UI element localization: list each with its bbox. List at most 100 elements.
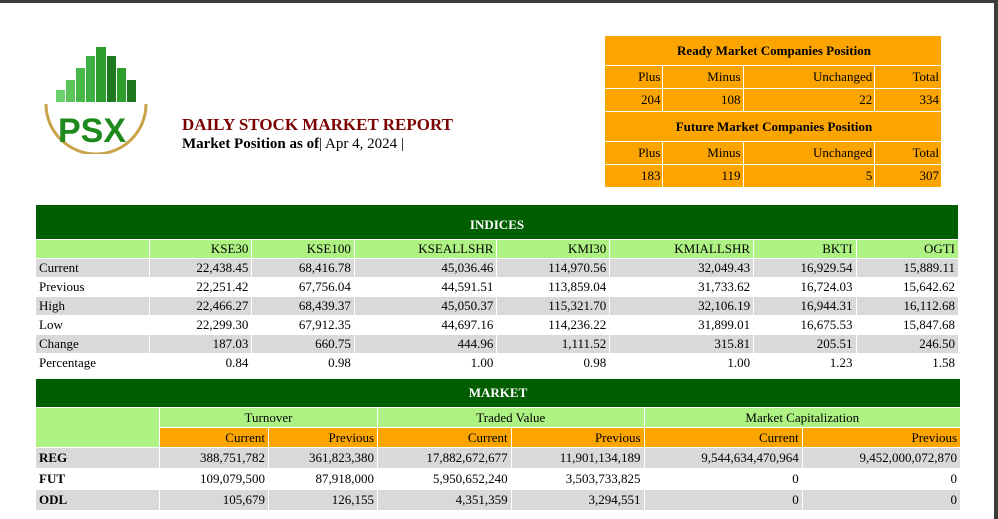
table-cell: 1.00 — [609, 353, 755, 373]
table-cell: 115,321.70 — [496, 296, 611, 316]
table-cell: 187.03 — [148, 334, 253, 354]
indices-header-row: KSE30 KSE100 KSEALLSHR KMI30 KMIALLSHR BKTI OG… — [35, 239, 960, 259]
ready-market-title: Ready Market Companies Position — [604, 35, 942, 66]
index-column-header: KSE100 — [251, 239, 355, 259]
table-cell: 9,544,634,470,964 — [643, 447, 803, 469]
header-cell: Plus — [603, 65, 664, 89]
table-cell: 44,697.16 — [353, 315, 498, 335]
table-cell: 246.50 — [855, 334, 960, 354]
value-cell: 334 — [874, 88, 942, 112]
table-cell: 16,944.31 — [753, 296, 857, 316]
group-traded-value: Traded Value — [377, 407, 645, 428]
table-cell: 1.23 — [753, 353, 857, 373]
table-cell: 3,294,551 — [510, 489, 645, 511]
table-cell: 126,155 — [268, 489, 378, 511]
subheader-cell: Current — [159, 427, 269, 448]
companies-position-table: Ready Market Companies Position Plus Min… — [603, 35, 942, 188]
table-cell: 4,351,359 — [377, 489, 512, 511]
table-cell: 0 — [643, 468, 803, 490]
table-cell: 67,756.04 — [251, 277, 355, 297]
psx-logo: PSX — [44, 47, 148, 154]
table-cell: 5,950,652,240 — [377, 468, 512, 490]
table-cell: 1.58 — [855, 353, 960, 373]
report-title: DAILY STOCK MARKET REPORT — [182, 115, 453, 134]
table-cell: 16,112.68 — [855, 296, 960, 316]
row-label: Low — [35, 315, 150, 335]
table-cell: 0 — [801, 468, 962, 490]
table-cell: 660.75 — [251, 334, 355, 354]
table-cell: 32,049.43 — [609, 258, 755, 278]
future-market-values: 183 119 5 307 — [603, 164, 942, 188]
row-label: Change — [35, 334, 150, 354]
table-cell: 68,439.37 — [251, 296, 355, 316]
index-column-header: BKTI — [753, 239, 857, 259]
table-cell: 67,912.35 — [251, 315, 355, 335]
table-cell: 45,050.37 — [353, 296, 498, 316]
table-row: REG 388,751,782 361,823,380 17,882,672,677 1… — [35, 447, 962, 469]
subheader-cell: Previous — [268, 427, 378, 448]
table-row: Change 187.03 660.75 444.96 1,111.52 315.81 20… — [35, 334, 960, 354]
table-cell: 109,079,500 — [159, 468, 269, 490]
svg-text:PSX: PSX — [58, 112, 126, 150]
table-cell: 9,452,000,072,870 — [801, 447, 962, 469]
table-cell: 16,929.54 — [753, 258, 857, 278]
group-market-cap: Market Capitalization — [643, 407, 962, 428]
table-cell: 44,591.51 — [353, 277, 498, 297]
table-row: High 22,466.27 68,439.37 45,050.37 115,321.7… — [35, 296, 960, 316]
table-cell: 15,847.68 — [855, 315, 960, 335]
table-row: Percentage 0.84 0.98 1.00 0.98 1.00 1.23 1.58 — [35, 353, 960, 373]
table-cell: 17,882,672,677 — [377, 447, 512, 469]
subtitle-label: Market Position as of — [182, 136, 320, 152]
row-label: ODL — [35, 489, 160, 511]
table-cell: 31,733.62 — [609, 277, 755, 297]
header-cell: Total — [874, 141, 942, 165]
table-cell: 105,679 — [159, 489, 269, 511]
table-cell: 45,036.46 — [353, 258, 498, 278]
index-column-header: KMIALLSHR — [609, 239, 755, 259]
table-cell: 0.84 — [148, 353, 253, 373]
value-cell: 5 — [742, 164, 876, 188]
table-cell: 3,503,733,825 — [510, 468, 645, 490]
table-row: Current 22,438.45 68,416.78 45,036.46 114,97… — [35, 258, 960, 278]
table-cell: 22,438.45 — [148, 258, 253, 278]
value-cell: 204 — [603, 88, 664, 112]
ready-market-headers: Plus Minus Unchanged Total — [603, 65, 942, 89]
header-cell-blank — [35, 407, 160, 448]
table-cell: 444.96 — [353, 334, 498, 354]
table-cell: 1.00 — [353, 353, 498, 373]
row-label: Current — [35, 258, 150, 278]
table-cell: 0 — [643, 489, 803, 511]
table-cell: 87,918,000 — [268, 468, 378, 490]
table-cell: 22,466.27 — [148, 296, 253, 316]
table-row: Previous 22,251.42 67,756.04 44,591.51 113,8… — [35, 277, 960, 297]
value-cell: 108 — [662, 88, 744, 112]
table-cell: 16,724.03 — [753, 277, 857, 297]
table-cell: 15,642.62 — [855, 277, 960, 297]
subheader-cell: Previous — [510, 427, 645, 448]
table-cell: 11,901,134,189 — [510, 447, 645, 469]
index-column-header: KSEALLSHR — [353, 239, 498, 259]
table-cell: 0.98 — [251, 353, 355, 373]
table-cell: 22,251.42 — [148, 277, 253, 297]
row-label: FUT — [35, 468, 160, 490]
table-cell: 32,106.19 — [609, 296, 755, 316]
table-row: FUT 109,079,500 87,918,000 5,950,652,240 3,5… — [35, 468, 962, 490]
table-cell: 31,899.01 — [609, 315, 755, 335]
row-label: REG — [35, 447, 160, 469]
value-cell: 119 — [662, 164, 744, 188]
subtitle-date: | Apr 4, 2024 | — [319, 136, 404, 152]
future-market-title: Future Market Companies Position — [604, 111, 942, 142]
table-cell: 388,751,782 — [159, 447, 269, 469]
table-cell: 315.81 — [609, 334, 755, 354]
header-cell-blank — [35, 239, 150, 259]
header-cell: Plus — [603, 141, 664, 165]
subheader-cell: Previous — [801, 427, 962, 448]
row-label: High — [35, 296, 150, 316]
indices-title: INDICES — [35, 204, 959, 240]
table-cell: 361,823,380 — [268, 447, 378, 469]
table-row: Low 22,299.30 67,912.35 44,697.16 114,236.22… — [35, 315, 960, 335]
row-label: Previous — [35, 277, 150, 297]
table-row: ODL 105,679 126,155 4,351,359 3,294,551 0 0 — [35, 489, 962, 511]
value-cell: 22 — [742, 88, 876, 112]
